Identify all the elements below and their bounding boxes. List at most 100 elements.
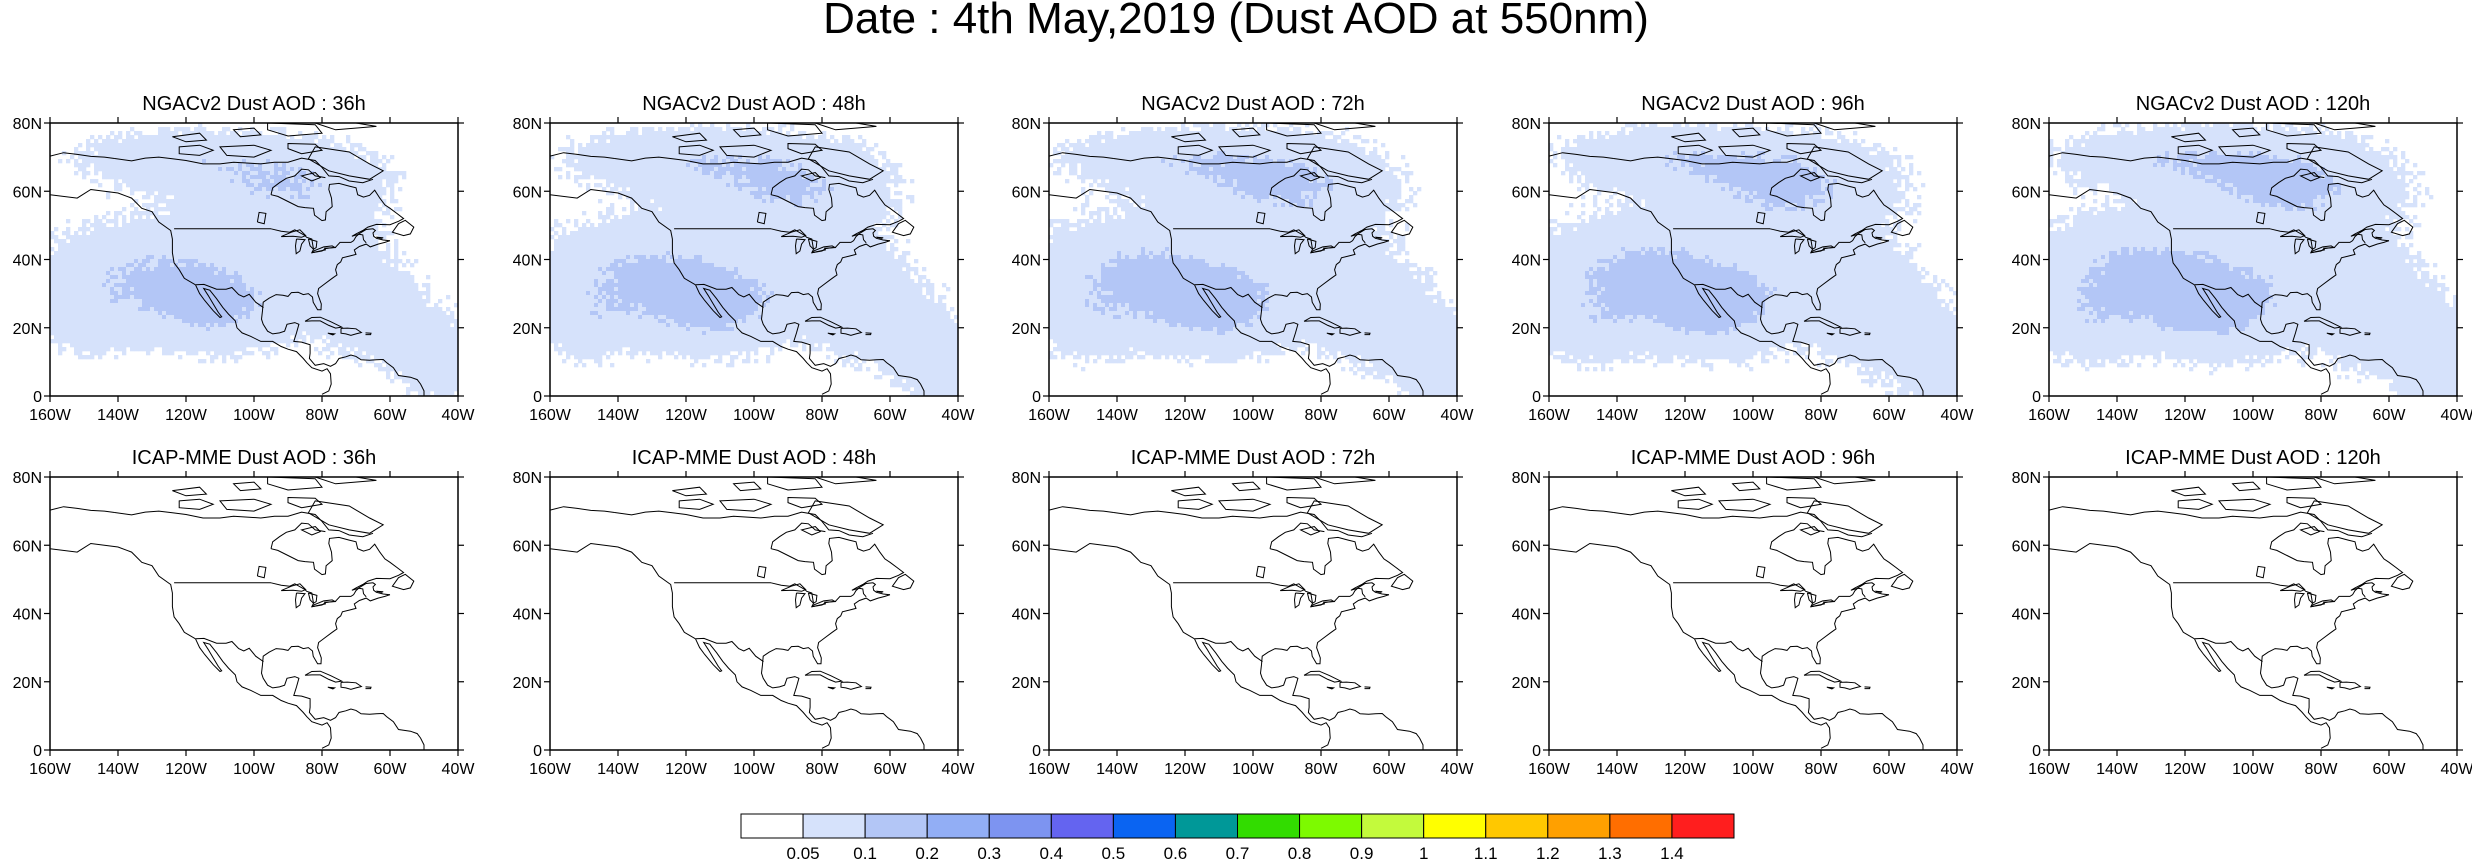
coastline xyxy=(2049,123,2424,396)
colorbar-tick-label: 1.1 xyxy=(1474,844,1498,862)
lat-tick-label: 0 xyxy=(533,389,542,406)
map-panel-icap-mme-48h: ICAP-MME Dust AOD : 48h 80N 60N 40N 20N 0160W… xyxy=(513,447,976,778)
lat-tick-label: 60N xyxy=(1012,184,1041,201)
lat-tick-label: 20N xyxy=(513,321,542,338)
map-panel-icap-mme-120h: ICAP-MME Dust AOD : 120h 80N 60N 40N 20N 0160… xyxy=(2012,447,2472,778)
lon-tick-label: 160W xyxy=(529,761,572,778)
dust-aod-field xyxy=(1549,123,1957,396)
lon-tick-label: 140W xyxy=(1596,407,1639,424)
lon-tick-label: 140W xyxy=(1596,761,1639,778)
lon-tick-label: 80W xyxy=(1805,761,1839,778)
coastline xyxy=(2049,477,2424,750)
lon-tick-label: 120W xyxy=(665,407,708,424)
panel-title: NGACv2 Dust AOD : 120h xyxy=(2136,93,2371,115)
lon-tick-label: 140W xyxy=(1096,761,1139,778)
colorbar-swatch xyxy=(1112,813,1176,839)
lat-tick-label: 0 xyxy=(33,389,42,406)
lon-tick-label: 40W xyxy=(442,761,476,778)
lat-tick-label: 80N xyxy=(513,470,542,487)
lat-tick-label: 40N xyxy=(1512,607,1541,624)
colorbar-swatch xyxy=(1485,813,1549,839)
colorbar-swatch xyxy=(1237,813,1301,839)
colorbar-tick-label: 0.4 xyxy=(1039,844,1063,862)
panel-title: ICAP-MME Dust AOD : 72h xyxy=(1131,447,1376,469)
lat-tick-label: 0 xyxy=(2032,389,2041,406)
lat-tick-label: 20N xyxy=(1512,675,1541,692)
lat-tick-label: 0 xyxy=(533,743,542,760)
coastline xyxy=(50,123,425,396)
lat-tick-label: 20N xyxy=(513,675,542,692)
colorbar-swatch xyxy=(926,813,990,839)
lat-tick-label: 0 xyxy=(1032,389,1041,406)
lat-tick-label: 40N xyxy=(1512,253,1541,270)
lon-tick-label: 160W xyxy=(1028,761,1071,778)
lon-tick-label: 60W xyxy=(874,761,908,778)
lon-tick-label: 40W xyxy=(1441,407,1475,424)
lat-tick-label: 40N xyxy=(1012,607,1041,624)
colorbar-tick-label: 0.9 xyxy=(1350,844,1374,862)
colorbar-swatch xyxy=(1547,813,1611,839)
lon-tick-label: 120W xyxy=(1164,407,1207,424)
lat-tick-label: 0 xyxy=(33,743,42,760)
colorbar-tick-label: 0.7 xyxy=(1226,844,1250,862)
lon-tick-label: 160W xyxy=(1528,407,1571,424)
lon-tick-label: 100W xyxy=(733,761,776,778)
colorbar-tick-label: 0.6 xyxy=(1164,844,1188,862)
lon-tick-label: 60W xyxy=(2373,407,2407,424)
lat-tick-label: 40N xyxy=(2012,607,2041,624)
lat-tick-label: 80N xyxy=(13,470,42,487)
colorbar-swatch xyxy=(1423,813,1487,839)
colorbar-tick-label: 0.3 xyxy=(977,844,1001,862)
lat-tick-label: 40N xyxy=(513,607,542,624)
lon-tick-label: 120W xyxy=(665,761,708,778)
lat-tick-label: 40N xyxy=(13,253,42,270)
colorbar-swatch xyxy=(988,813,1052,839)
lon-tick-label: 100W xyxy=(1232,761,1275,778)
dust-aod-field xyxy=(1049,123,1457,396)
coastline xyxy=(1549,477,1924,750)
lon-tick-label: 140W xyxy=(597,761,640,778)
lat-tick-label: 60N xyxy=(1512,184,1541,201)
lon-tick-label: 80W xyxy=(806,761,840,778)
lat-tick-label: 20N xyxy=(13,321,42,338)
dust-aod-field xyxy=(2049,123,2457,396)
lon-tick-label: 40W xyxy=(1941,407,1975,424)
panel-title: NGACv2 Dust AOD : 72h xyxy=(1141,93,1364,115)
lon-tick-label: 160W xyxy=(1028,407,1071,424)
lon-tick-label: 40W xyxy=(942,407,976,424)
lon-tick-label: 120W xyxy=(165,761,208,778)
lon-tick-label: 140W xyxy=(2096,407,2139,424)
panel-title: NGACv2 Dust AOD : 96h xyxy=(1641,93,1864,115)
lat-tick-label: 40N xyxy=(513,253,542,270)
map-panel-icap-mme-72h: ICAP-MME Dust AOD : 72h 80N 60N 40N 20N 0160W… xyxy=(1012,447,1475,778)
colorbar-swatch xyxy=(1174,813,1238,839)
lat-tick-label: 40N xyxy=(1012,253,1041,270)
lat-tick-label: 20N xyxy=(13,675,42,692)
panel-title: ICAP-MME Dust AOD : 48h xyxy=(632,447,877,469)
lat-tick-label: 60N xyxy=(1012,538,1041,555)
lon-tick-label: 40W xyxy=(1941,761,1975,778)
lon-tick-label: 120W xyxy=(1664,761,1707,778)
lon-tick-label: 80W xyxy=(2305,761,2339,778)
lat-tick-label: 80N xyxy=(1512,470,1541,487)
colorbar-tick-label: 0.5 xyxy=(1102,844,1126,862)
panel-title: ICAP-MME Dust AOD : 120h xyxy=(2125,447,2381,469)
colorbar-tick-label: 1.4 xyxy=(1660,844,1684,862)
lat-tick-label: 0 xyxy=(1032,743,1041,760)
map-panel-icap-mme-96h: ICAP-MME Dust AOD : 96h 80N 60N 40N 20N 0160W… xyxy=(1512,447,1975,778)
lon-tick-label: 100W xyxy=(1732,407,1775,424)
panel-title: NGACv2 Dust AOD : 36h xyxy=(142,93,365,115)
lon-tick-label: 60W xyxy=(1873,761,1907,778)
colorbar-swatch xyxy=(740,813,804,839)
colorbar-swatch xyxy=(1671,813,1735,839)
lon-tick-label: 160W xyxy=(529,407,572,424)
coastline xyxy=(1549,123,1924,396)
colorbar-swatch xyxy=(864,813,928,839)
lon-tick-label: 40W xyxy=(1441,761,1475,778)
lon-tick-label: 140W xyxy=(1096,407,1139,424)
colorbar-swatch xyxy=(1050,813,1114,839)
lat-tick-label: 60N xyxy=(513,538,542,555)
